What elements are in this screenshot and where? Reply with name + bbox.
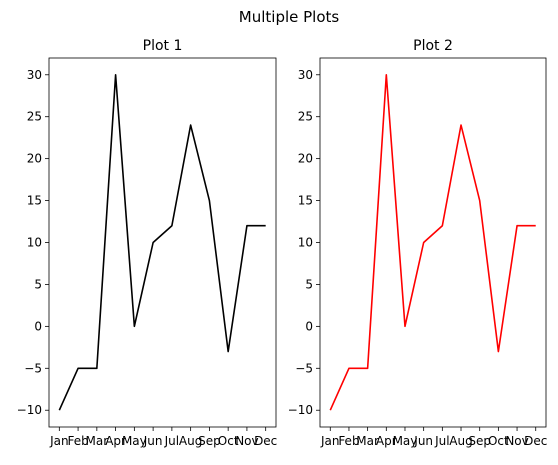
y-tick-label: 20: [27, 152, 42, 166]
axes-frame: [320, 58, 546, 427]
series-line: [330, 75, 535, 410]
plot-1-title: Plot 1: [143, 38, 183, 54]
x-tick-label: Jun: [413, 434, 433, 448]
y-tick-label: −10: [17, 403, 42, 417]
series-line: [59, 75, 265, 410]
plot-2: Plot 2−10−5051015202530JanFebMarAprMayJu…: [288, 38, 548, 448]
y-tick-label: 25: [27, 110, 42, 124]
x-tick-label: Dec: [254, 434, 277, 448]
y-tick-label: −5: [295, 361, 313, 375]
y-tick-label: −10: [288, 403, 313, 417]
x-tick-label: Jan: [49, 434, 69, 448]
y-tick-label: 10: [298, 236, 313, 250]
y-tick-label: −5: [24, 361, 42, 375]
y-tick-label: 5: [34, 277, 42, 291]
x-tick-label: Dec: [524, 434, 547, 448]
y-tick-label: 20: [298, 152, 313, 166]
y-tick-label: 10: [27, 236, 42, 250]
figure-title: Multiple Plots: [239, 8, 340, 26]
y-tick-label: 30: [298, 68, 313, 82]
y-tick-label: 15: [298, 194, 313, 208]
axes-frame: [49, 58, 276, 427]
y-tick-label: 15: [27, 194, 42, 208]
x-tick-label: Jun: [143, 434, 163, 448]
x-tick-label: Jan: [320, 434, 340, 448]
y-tick-label: 30: [27, 68, 42, 82]
x-tick-label: Jul: [434, 434, 449, 448]
plot-1: Plot 1−10−5051015202530JanFebMarAprMayJu…: [17, 38, 278, 448]
y-tick-label: 5: [305, 277, 313, 291]
plot-2-title: Plot 2: [413, 38, 453, 54]
y-tick-label: 25: [298, 110, 313, 124]
y-tick-label: 0: [34, 319, 42, 333]
x-tick-label: Jul: [164, 434, 179, 448]
y-tick-label: 0: [305, 319, 313, 333]
